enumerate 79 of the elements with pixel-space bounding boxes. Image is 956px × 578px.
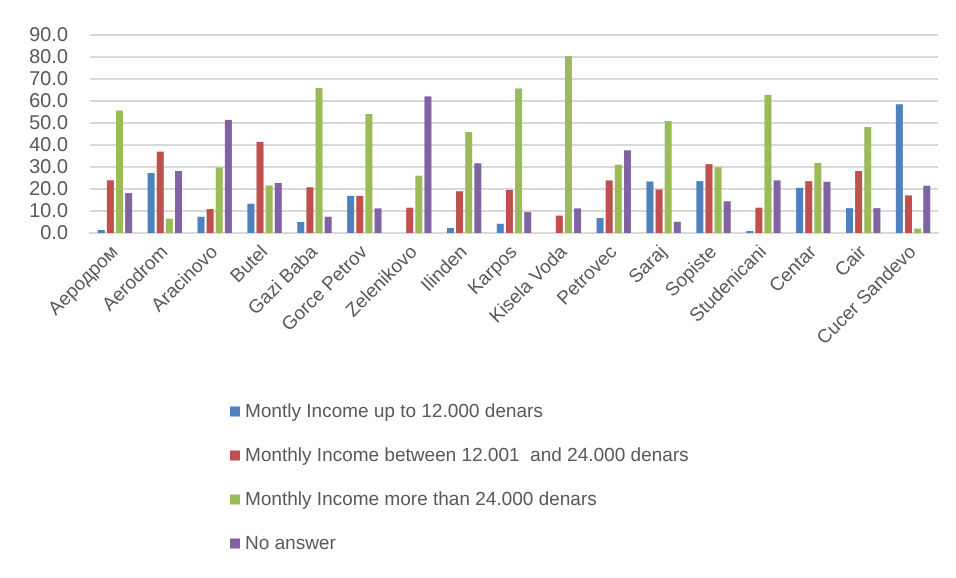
bar bbox=[166, 218, 173, 233]
y-tick-label: 60.0 bbox=[29, 90, 68, 112]
bar bbox=[274, 183, 282, 233]
bar bbox=[904, 195, 912, 233]
bar bbox=[624, 150, 631, 233]
bar bbox=[106, 180, 114, 233]
bar bbox=[705, 164, 712, 233]
bar bbox=[197, 216, 205, 233]
bar bbox=[724, 201, 731, 233]
bar bbox=[574, 208, 582, 233]
bar bbox=[266, 185, 273, 233]
bar bbox=[424, 96, 432, 233]
bar bbox=[125, 193, 132, 233]
legend-label: Monthly Income between 12.001 and 24.000 denars bbox=[245, 445, 689, 466]
y-tick-label: 90.0 bbox=[29, 24, 68, 46]
bar bbox=[515, 88, 522, 233]
bar bbox=[923, 186, 930, 233]
bar bbox=[324, 216, 332, 233]
bar bbox=[596, 218, 604, 233]
bar bbox=[224, 120, 232, 233]
bar bbox=[474, 163, 482, 233]
bar bbox=[247, 204, 254, 233]
bar bbox=[564, 56, 572, 233]
legend-label: Montly Income up to 12.000 denars bbox=[245, 401, 543, 422]
bar bbox=[506, 190, 513, 233]
bar bbox=[175, 170, 182, 233]
bar bbox=[496, 224, 504, 233]
bar bbox=[297, 222, 304, 233]
bar bbox=[306, 187, 314, 233]
bar bbox=[674, 222, 681, 233]
bar bbox=[347, 196, 354, 233]
bar bbox=[774, 180, 781, 233]
y-tick-label: 30.0 bbox=[29, 156, 68, 178]
bar bbox=[374, 208, 382, 233]
bar bbox=[446, 228, 454, 233]
bar bbox=[456, 191, 464, 233]
bar bbox=[524, 212, 532, 233]
bar bbox=[216, 167, 223, 233]
bar bbox=[356, 196, 364, 233]
y-tick-label: 0.0 bbox=[40, 222, 68, 244]
bar bbox=[823, 182, 831, 233]
bar bbox=[873, 208, 880, 233]
bar bbox=[846, 208, 853, 233]
bar bbox=[606, 180, 613, 233]
y-tick-label: 70.0 bbox=[29, 68, 68, 90]
bar bbox=[148, 172, 155, 233]
bar bbox=[796, 188, 804, 233]
y-tick-label: 10.0 bbox=[29, 200, 68, 222]
bar bbox=[656, 189, 663, 233]
bar bbox=[556, 216, 563, 233]
bar bbox=[864, 126, 872, 233]
bar bbox=[914, 228, 922, 233]
bar bbox=[465, 132, 472, 233]
bar bbox=[805, 181, 812, 233]
y-tick-label: 40.0 bbox=[29, 134, 68, 156]
y-tick-label: 80.0 bbox=[29, 46, 68, 68]
bar bbox=[814, 162, 822, 233]
y-tick-label: 20.0 bbox=[29, 178, 68, 200]
legend-label: Monthly Income more than 24.000 denars bbox=[245, 489, 597, 510]
bar bbox=[764, 94, 772, 233]
bar bbox=[365, 114, 372, 233]
bar bbox=[406, 208, 414, 233]
bar bbox=[98, 230, 105, 233]
bar bbox=[714, 167, 722, 233]
bar bbox=[415, 176, 422, 233]
bar bbox=[614, 164, 622, 233]
bar bbox=[316, 88, 323, 233]
bar bbox=[116, 110, 124, 233]
bar bbox=[206, 209, 214, 233]
legend-label: No answer bbox=[245, 533, 336, 554]
bar bbox=[855, 170, 862, 233]
bar bbox=[755, 208, 762, 233]
bar bbox=[156, 152, 164, 233]
bar bbox=[696, 181, 704, 233]
bar bbox=[896, 104, 903, 233]
y-tick-label: 50.0 bbox=[29, 112, 68, 134]
bar bbox=[664, 121, 672, 233]
bar bbox=[646, 182, 654, 233]
bar bbox=[256, 142, 264, 233]
